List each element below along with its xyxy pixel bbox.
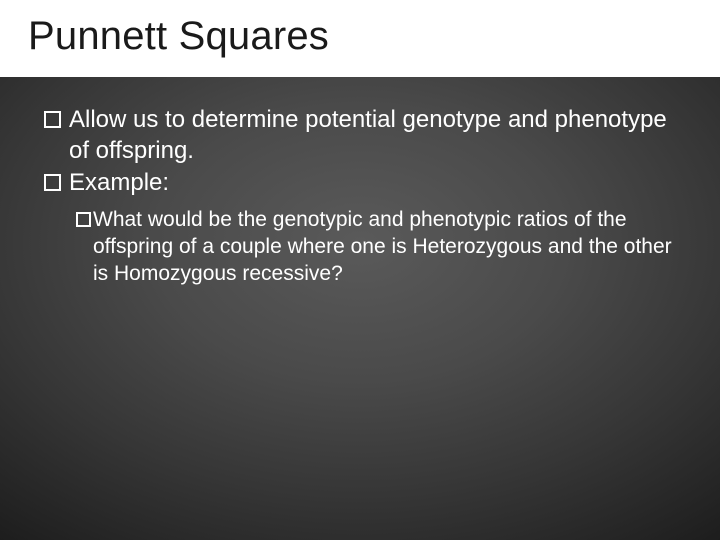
bullet-line: Example: (44, 168, 676, 199)
square-bullet-icon (44, 174, 61, 191)
bullet-item: Allow us to determine potential genotype… (44, 105, 676, 166)
square-bullet-icon (44, 111, 61, 128)
bullet-text: Example: (69, 168, 169, 199)
sub-bullet-text: What would be the genotypic and phenotyp… (93, 207, 676, 288)
sub-bullet-group: What would be the genotypic and phenotyp… (76, 207, 676, 288)
square-bullet-icon (76, 212, 91, 227)
slide-content: Allow us to determine potential genotype… (0, 77, 720, 288)
bullet-text-rest: us to determine potential genotype and p… (69, 106, 667, 164)
slide: Punnett Squares Allow us to determine po… (0, 0, 720, 540)
bullet-line: Allow us to determine potential genotype… (44, 105, 676, 166)
bullet-text-lead: Example: (69, 169, 169, 196)
title-bar: Punnett Squares (0, 0, 720, 77)
slide-title: Punnett Squares (28, 14, 692, 59)
bullet-text-lead: Allow (69, 106, 126, 133)
bullet-item: Example: (44, 168, 676, 199)
bullet-text: Allow us to determine potential genotype… (69, 105, 676, 166)
bullet-line: What would be the genotypic and phenotyp… (76, 207, 676, 288)
